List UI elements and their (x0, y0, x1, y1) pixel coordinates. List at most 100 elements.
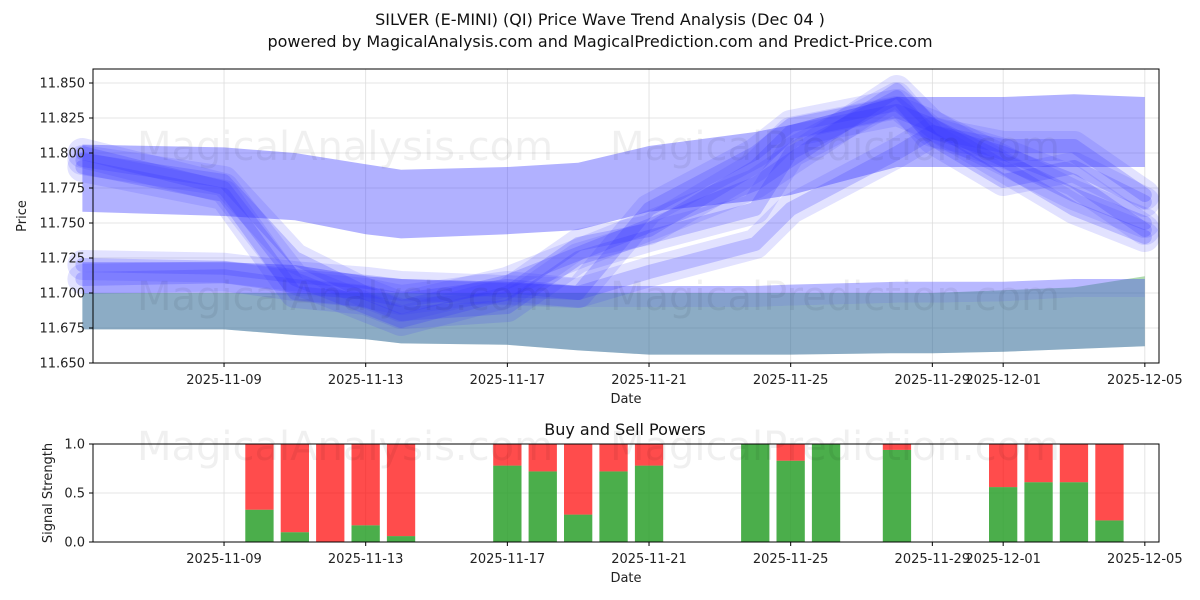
wave-line-5 (75, 83, 1152, 314)
sell-power-bar (280, 444, 309, 533)
signal-x-label: Date (610, 571, 641, 586)
price-x-tick-label: 2025-11-21 (611, 373, 687, 388)
signal-bars (245, 444, 1124, 542)
price-grid (93, 69, 1159, 364)
sell-power-bar (599, 444, 628, 472)
signal-y-tick-label: 1.0 (64, 438, 85, 453)
signal-x-tick-label: 2025-12-01 (965, 552, 1041, 567)
buy-power-bar (245, 509, 274, 542)
wave-line-3 (75, 90, 1152, 321)
price-y-tick-label: 11.850 (40, 77, 86, 92)
price-x-axis: 2025-11-09 2025-11-13 2025-11-17 2025-11-21… (186, 363, 1183, 388)
green-band (82, 276, 1145, 355)
signal-x-axis: 2025-11-09 2025-11-13 2025-11-17 2025-11-21… (186, 542, 1183, 567)
price-y-label: Price (15, 200, 30, 232)
sell-power-bar (245, 444, 274, 510)
price-y-axis: 11.650 11.675 11.700 11.725 11.750 11.775 11.8… (40, 77, 93, 372)
watermark-prediction: MagicalPrediction.com (610, 274, 1060, 320)
watermark-prediction: MagicalPrediction.com (610, 124, 1060, 170)
price-bands (82, 94, 1145, 355)
sell-power-bar (316, 444, 345, 542)
price-y-tick-label: 11.800 (40, 147, 86, 162)
buy-power-bar (599, 471, 628, 542)
sell-power-bar (528, 444, 557, 472)
signal-x-tick-label: 2025-11-09 (186, 552, 262, 567)
signal-x-tick-label: 2025-11-13 (328, 552, 404, 567)
buy-power-bar (1059, 482, 1089, 542)
sell-power-bar (493, 444, 522, 466)
buy-power-bar (280, 532, 309, 542)
wave-line-3-halo (67, 82, 1160, 329)
signal-x-tick-label: 2025-12-05 (1107, 552, 1183, 567)
signal-x-tick-label: 2025-11-17 (470, 552, 546, 567)
buy-power-bar (386, 536, 416, 542)
sell-power-bar (351, 444, 380, 526)
price-panel: MagicalAnalysis.com MagicalPrediction.co… (15, 68, 1183, 407)
lower-trend-band (82, 262, 1145, 307)
signal-title: Buy and Sell Powers (544, 420, 706, 439)
wave-line-1-halo (67, 89, 1160, 315)
watermark-analysis: MagicalAnalysis.com (137, 424, 553, 470)
sell-power-bar (882, 444, 912, 450)
signal-x-tick-label: 2025-11-21 (611, 552, 687, 567)
sell-power-bar (989, 444, 1018, 488)
chart-subtitle: powered by MagicalAnalysis.com and Magic… (267, 32, 932, 51)
buy-power-bar (351, 525, 380, 542)
price-x-tick-label: 2025-12-05 (1107, 373, 1183, 388)
sell-power-bar (564, 444, 593, 515)
price-x-tick-label: 2025-11-25 (753, 373, 829, 388)
signal-y-axis: 0.0 0.5 1.0 (64, 438, 93, 551)
sell-power-bar (1059, 444, 1089, 483)
watermark-analysis: MagicalAnalysis.com (137, 124, 553, 170)
signal-y-label: Signal Strength (41, 443, 56, 543)
signal-x-tick-label: 2025-11-25 (753, 552, 829, 567)
buy-power-bar (1024, 482, 1053, 542)
buy-power-bar (493, 465, 522, 542)
sell-power-bar (634, 444, 664, 466)
buy-power-bar (882, 449, 912, 542)
price-x-tick-label: 2025-11-17 (470, 373, 546, 388)
price-x-tick-label: 2025-12-01 (965, 373, 1041, 388)
sell-power-bar (1095, 444, 1124, 521)
wave-line-1 (75, 97, 1152, 307)
price-y-tick-label: 11.650 (40, 357, 86, 372)
price-x-tick-label: 2025-11-09 (186, 373, 262, 388)
price-y-tick-label: 11.725 (40, 252, 86, 267)
buy-power-bar (634, 465, 664, 542)
price-x-tick-label: 2025-11-29 (895, 373, 971, 388)
signal-x-tick-label: 2025-11-29 (895, 552, 971, 567)
sell-power-bar (776, 444, 805, 461)
buy-power-bar (528, 471, 557, 542)
sell-power-bar (1024, 444, 1053, 483)
price-y-tick-label: 11.700 (40, 287, 86, 302)
wave-line-2-halo (67, 96, 1160, 336)
signal-y-tick-label: 0.5 (64, 487, 85, 502)
price-y-tick-label: 11.775 (40, 182, 86, 197)
price-x-tick-label: 2025-11-13 (328, 373, 404, 388)
price-waves (67, 75, 1160, 336)
watermark-analysis: MagicalAnalysis.com (137, 274, 553, 320)
buy-power-bar (989, 487, 1018, 542)
chart-title: SILVER (E-MINI) (QI) Price Wave Trend An… (375, 10, 825, 29)
signal-y-tick-label: 0.0 (64, 536, 85, 551)
price-x-label: Date (610, 392, 641, 407)
price-y-tick-label: 11.825 (40, 112, 86, 127)
buy-power-bar (1095, 520, 1124, 542)
signal-panel: Buy and Sell Powers MagicalAnalysis.com … (41, 420, 1183, 586)
watermark-prediction: MagicalPrediction.com (610, 424, 1060, 470)
buy-power-bar (811, 444, 841, 542)
wave-line-5-halo (67, 75, 1160, 322)
wave-line-4 (75, 125, 1152, 300)
price-plot-frame (92, 68, 1160, 364)
price-y-tick-label: 11.675 (40, 322, 86, 337)
price-y-tick-label: 11.750 (40, 217, 86, 232)
wave-line-2 (75, 104, 1152, 328)
buy-power-bar (741, 444, 770, 542)
buy-power-bar (776, 460, 805, 542)
buy-power-bar (564, 514, 593, 542)
wave-line-4-halo (67, 117, 1160, 308)
sell-power-bar (386, 444, 416, 537)
upper-trend-band (82, 94, 1145, 239)
lower-overlap-band (82, 293, 1145, 355)
